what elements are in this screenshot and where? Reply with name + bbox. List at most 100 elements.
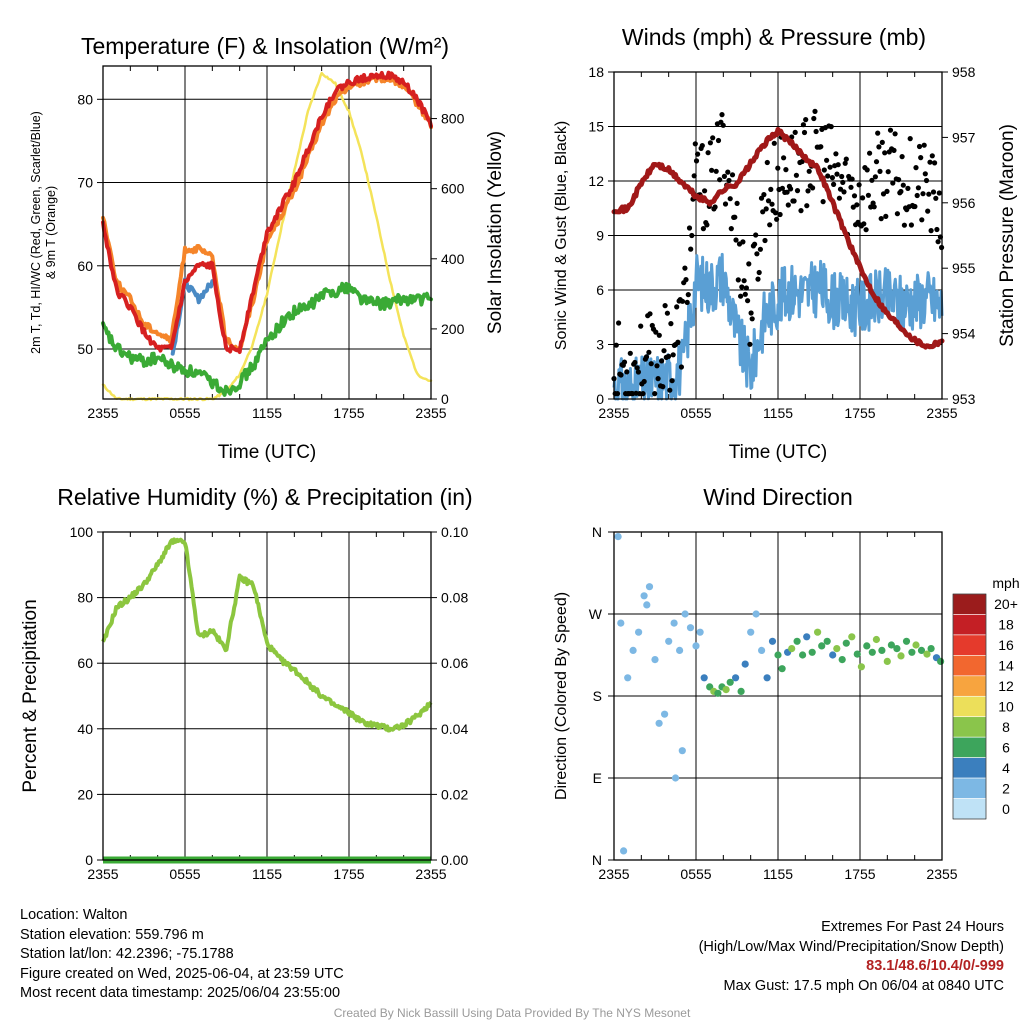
rh-y2tick-label: 0.08	[441, 590, 468, 606]
wdir-point	[629, 646, 637, 655]
winds-ytick-label: 6	[596, 282, 604, 298]
wdir-point	[692, 642, 700, 650]
winds-gust-point	[621, 359, 628, 365]
winds-gust-point	[882, 150, 888, 156]
winds-gust-point	[682, 265, 688, 271]
winds-gust-point	[840, 179, 846, 185]
winds-gust-point	[726, 177, 732, 184]
wdir-point	[624, 674, 632, 682]
extremes-subtitle: (High/Low/Max Wind/Precipitation/Snow De…	[698, 938, 1004, 955]
colorbar-swatch	[952, 655, 987, 677]
winds-gust-point	[756, 269, 762, 276]
wdir-point	[778, 665, 786, 673]
winds-gust-point	[861, 221, 867, 227]
wdir-point	[768, 637, 777, 645]
winds-gust-point	[872, 174, 879, 180]
winds-xlabel: Time (UTC)	[729, 442, 828, 463]
winds-gust-point	[699, 143, 705, 149]
winds-gust-point	[900, 182, 906, 188]
wdir-point	[758, 646, 766, 655]
winds-series-pressure	[611, 126, 945, 350]
winds-gust-point	[735, 277, 741, 283]
winds-gust-point	[869, 177, 875, 183]
wdir-point	[923, 650, 931, 658]
wdir-xtick-label: 2355	[598, 866, 629, 882]
wdir-point	[853, 650, 861, 658]
winds-gust-point	[717, 177, 723, 183]
winds-gust-point	[746, 261, 752, 267]
wdir-ytick-label: S	[593, 688, 602, 704]
temp-ytick-label: 70	[77, 175, 93, 191]
winds-gust-point	[919, 217, 925, 223]
winds-gust-point	[702, 188, 708, 194]
temp-y2tick-label: 400	[441, 251, 465, 267]
winds-gust-point	[638, 323, 644, 329]
wdir-point	[678, 747, 686, 755]
winds-gust-point	[743, 285, 750, 291]
wdir-point	[799, 651, 807, 659]
winds-gust-point	[873, 159, 880, 165]
winds-gust-point	[643, 354, 650, 360]
wdir-point	[670, 619, 678, 627]
winds-gust-point	[856, 182, 862, 188]
winds-gust-point	[700, 226, 707, 232]
winds-gust-point	[768, 186, 774, 192]
winds-gust-point	[890, 180, 896, 186]
winds-gust-point	[875, 130, 881, 136]
wdir-title: Wind Direction	[703, 484, 853, 510]
wdir-point	[752, 610, 760, 618]
rh-ytick-label: 80	[77, 590, 93, 606]
winds-gust-point	[835, 162, 841, 168]
winds-gust-point	[704, 222, 710, 228]
created-text: Figure created on Wed, 2025-06-04, at 23…	[20, 965, 344, 982]
winds-gust-point	[707, 140, 714, 146]
winds-gust-point	[805, 188, 811, 194]
winds-gust-point	[892, 131, 898, 137]
elevation-text: Station elevation: 559.796 m	[20, 926, 204, 943]
wdir-point	[883, 657, 891, 666]
winds-gust-point	[923, 177, 930, 184]
wdir-point	[829, 651, 837, 659]
rh-ytick-label: 20	[77, 786, 93, 802]
rh-xtick-label: 1755	[333, 866, 364, 882]
winds-xtick-label: 2355	[926, 405, 957, 421]
winds-gust-point	[801, 129, 808, 136]
winds-gust-point	[725, 169, 731, 175]
winds-gust-point	[675, 339, 681, 345]
winds-gust-point	[712, 204, 718, 210]
rh-y2tick-label: 0.00	[441, 852, 468, 868]
winds-gust-point	[646, 349, 652, 355]
wdir-point	[833, 645, 841, 653]
winds-gust-point	[926, 191, 932, 197]
winds-y2tick-label: 956	[952, 195, 976, 211]
winds-gust-point	[729, 172, 736, 178]
winds-gust-point	[818, 144, 824, 150]
wdir-point	[655, 719, 663, 727]
winds-gust-point	[791, 198, 797, 204]
winds-gust-point	[748, 310, 754, 316]
winds-gust-point	[785, 202, 791, 208]
winds-gust-point	[883, 213, 889, 219]
winds-gust-point	[669, 378, 675, 384]
temp-y2tick-label: 800	[441, 111, 465, 127]
temp-y2tick-label: 200	[441, 321, 465, 337]
temp-series-dew	[101, 281, 433, 397]
winds-gust-point	[885, 169, 891, 175]
winds-gust-point	[884, 188, 890, 194]
extremes-values: 83.1/48.6/10.4/0/-999	[866, 958, 1004, 974]
winds-gust-point	[670, 352, 676, 358]
temp-panel: 2355 0555 1155 1755 235550607080020040060080…	[29, 33, 506, 463]
wdir-point	[643, 601, 651, 609]
winds-gust-point	[803, 117, 809, 123]
colorbar-swatch	[952, 716, 987, 738]
rh-ytick-label: 100	[70, 524, 94, 540]
winds-gust-point	[678, 364, 685, 370]
max-gust-text: Max Gust: 17.5 mph On 06/04 at 0840 UTC	[723, 977, 1004, 994]
winds-gust-point	[728, 226, 734, 232]
winds-gust-point	[727, 196, 733, 202]
wdir-point	[620, 847, 628, 855]
wdir-point	[645, 583, 654, 591]
temp-xtick-label: 2355	[87, 405, 118, 421]
winds-gust-point	[648, 361, 654, 367]
winds-gust-point	[686, 225, 693, 231]
